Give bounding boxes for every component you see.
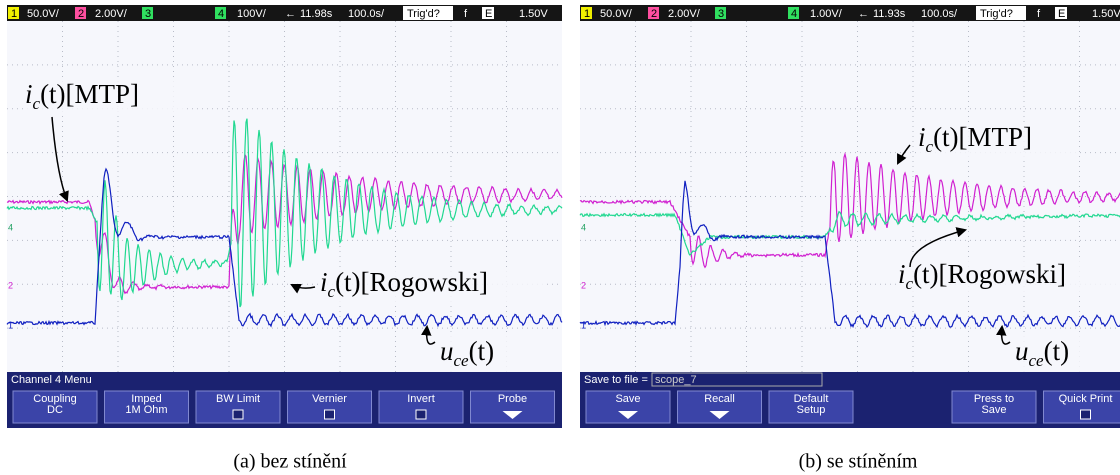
annotation: ic(t)[MTP] [25, 79, 139, 113]
status-text: 2.00V/ [95, 8, 128, 20]
caption: (b) se stíněním [799, 451, 918, 473]
status-text: 100V/ [237, 8, 267, 20]
status-text: 1 [584, 8, 590, 20]
status-text: 50.0V/ [600, 8, 633, 20]
annotation-sub: ce [1029, 351, 1045, 370]
oscilloscope-screen: 1 50.0V/2 2.00V/3 4 1.00V/ ← 11.93s 100.0s/Trig… [580, 5, 1120, 428]
annotation-rest: (t) [469, 336, 494, 366]
status-text: 4 [218, 8, 224, 20]
annotation: ic(t)[Rogowski] [898, 259, 1066, 293]
status-text: 2 [651, 8, 657, 20]
figure: 1 50.0V/2 2.00V/3 4 100V/ ← 11.98s 100.0s/Trig'… [0, 0, 1120, 475]
annotation-rest: (t) [1044, 336, 1069, 366]
annotation-var: u [440, 336, 454, 366]
status-text: 2 [78, 8, 84, 20]
oscilloscope-screen: 1 50.0V/2 2.00V/3 4 100V/ ← 11.98s 100.0s/Trig'… [7, 5, 562, 428]
button-label: Vernier [312, 393, 347, 405]
channel-marker: 2 [8, 280, 13, 290]
button-label: Save [981, 404, 1006, 416]
channel-marker: 4 [8, 222, 13, 232]
status-text: Trig'd? [980, 8, 1013, 20]
status-text: Trig'd? [407, 8, 440, 20]
annotation-var: i [320, 267, 328, 297]
annotation-var: u [1015, 336, 1029, 366]
status-text: 100.0s/ [348, 8, 385, 20]
status-text: ← [285, 8, 296, 20]
button-label: Invert [407, 393, 435, 405]
file-name: scope_7 [655, 374, 697, 386]
button-label: DC [47, 404, 63, 416]
annotation-var: i [898, 259, 906, 289]
button-label: Setup [797, 404, 826, 416]
annotation: ic(t)[Rogowski] [320, 267, 488, 301]
status-text: E [485, 8, 492, 20]
status-text: 1.00V/ [810, 8, 843, 20]
button-label: Probe [498, 393, 527, 405]
checkbox [325, 410, 335, 419]
button-label: Recall [704, 393, 735, 405]
annotation-rest: (t)[Rogowski] [913, 259, 1066, 289]
status-text: ← [858, 8, 869, 20]
annotation-rest: (t)[MTP] [40, 79, 139, 109]
status-text: 11.93s [873, 8, 906, 20]
annotation: ic(t)[MTP] [918, 122, 1032, 156]
annotation-rest: (t)[MTP] [933, 122, 1032, 152]
status-text: E [1058, 8, 1065, 20]
menu-title: Save to file = [584, 374, 648, 386]
annotation-sub: ce [454, 351, 470, 370]
annotation-var: i [918, 122, 926, 152]
status-text: 2.00V/ [668, 8, 701, 20]
button-label: 1M Ohm [125, 404, 167, 416]
status-text: 1.50V [519, 8, 548, 20]
status-text: 1 [11, 8, 17, 20]
channel-marker: 4 [581, 222, 586, 232]
status-text: 3 [718, 8, 724, 20]
button-label: BW Limit [216, 393, 260, 405]
button-label: Save [615, 393, 640, 405]
checkbox [1081, 410, 1091, 419]
status-text: 100.0s/ [921, 8, 958, 20]
caption: (a) bez stínění [233, 451, 347, 473]
status-text: 3 [145, 8, 151, 20]
checkbox [416, 410, 426, 419]
status-text: 50.0V/ [27, 8, 60, 20]
status-text: 4 [791, 8, 797, 20]
status-text: 11.98s [300, 8, 333, 20]
annotation-rest: (t)[Rogowski] [335, 267, 488, 297]
menu-title: Channel 4 Menu [11, 374, 92, 386]
channel-marker: 1 [8, 320, 13, 330]
status-text: 1.50V [1092, 8, 1120, 20]
button-label: Quick Print [1059, 393, 1113, 405]
channel-marker: 1 [581, 320, 586, 330]
checkbox [233, 410, 243, 419]
channel-marker: 2 [581, 280, 586, 290]
annotation-var: i [25, 79, 33, 109]
